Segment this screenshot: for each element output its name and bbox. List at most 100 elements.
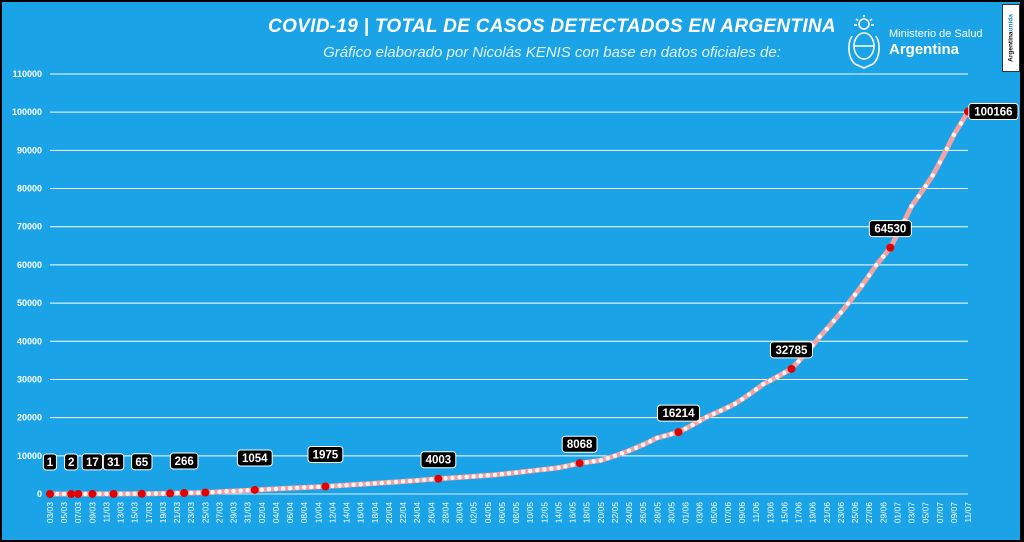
series-point — [598, 458, 603, 463]
data-marker — [46, 489, 54, 498]
series-point — [217, 489, 222, 495]
series-point — [619, 451, 625, 456]
argentina-unida-badge: Argentinaunida — [1002, 4, 1020, 72]
data-label: 1054 — [242, 453, 268, 465]
series-point — [584, 460, 589, 465]
series-point — [782, 370, 787, 376]
x-tick-label: 27/03 — [214, 502, 224, 524]
x-tick-label: 30/05 — [666, 502, 676, 524]
data-label: 2 — [68, 457, 74, 469]
x-tick-label: 10/05 — [525, 502, 535, 524]
series-point — [393, 479, 399, 485]
series-point — [146, 491, 152, 496]
series-point — [499, 471, 505, 477]
chart-subtitle: Gráfico elaborado por Nicolás KENIS con … — [323, 44, 781, 61]
series-point — [54, 491, 60, 497]
series-point — [669, 431, 674, 437]
data-label-box — [236, 449, 273, 467]
series-point — [83, 491, 88, 497]
data-label-box — [968, 103, 1019, 121]
y-tick-label: 40000 — [17, 336, 42, 346]
series-point — [845, 301, 851, 306]
x-tick-label: 12/05 — [539, 502, 549, 524]
x-tick-label: 18/05 — [582, 502, 592, 524]
series-point — [280, 486, 286, 491]
data-label-box — [42, 453, 58, 471]
data-label-box — [307, 445, 344, 463]
x-tick-label: 16/05 — [568, 502, 578, 524]
data-label: 100166 — [974, 107, 1012, 119]
series-point — [859, 283, 865, 288]
x-tick-label: 25/03 — [200, 502, 210, 524]
x-tick-label: 04/04 — [271, 502, 281, 524]
x-tick-label: 02/04 — [257, 502, 267, 524]
x-tick-label: 20/05 — [596, 502, 606, 524]
series-point — [372, 481, 378, 486]
series-point — [330, 483, 335, 489]
ministry-name: Ministerio de Salud — [889, 28, 983, 40]
data-label-box — [561, 435, 598, 453]
series-point — [711, 411, 716, 417]
y-tick-label: 10000 — [17, 451, 42, 461]
x-tick-label: 16/04 — [356, 502, 366, 524]
data-label: 16214 — [662, 408, 695, 420]
x-tick-label: 29/06 — [878, 502, 888, 524]
series-point — [365, 481, 370, 487]
x-tick-label: 22/04 — [398, 502, 408, 524]
series-point — [506, 471, 512, 476]
x-tick-label: 14/04 — [342, 502, 352, 524]
x-tick-label: 03/06 — [695, 502, 705, 524]
data-label-box — [169, 452, 199, 470]
x-tick-label: 01/06 — [681, 502, 691, 524]
y-tick-label: 70000 — [17, 222, 42, 232]
series-point — [492, 472, 498, 478]
x-tick-label: 12/04 — [327, 502, 337, 524]
series-point — [690, 422, 695, 428]
series-point — [118, 491, 123, 497]
series-point — [563, 464, 568, 469]
series-point — [916, 194, 921, 199]
series-point — [874, 262, 879, 268]
x-tick-label: 11/03 — [101, 502, 111, 523]
x-tick-label: 09/07 — [949, 502, 959, 524]
y-tick-label: 80000 — [17, 184, 42, 194]
x-tick-label: 06/04 — [285, 502, 295, 524]
series-point — [556, 465, 561, 470]
series-point — [796, 359, 801, 364]
data-marker — [67, 489, 76, 498]
series-point — [358, 482, 363, 487]
chart-title: COVID-19 | TOTAL DE CASOS DETECTADOS EN … — [268, 16, 836, 37]
data-label-box — [64, 453, 79, 471]
data-label: 65 — [135, 457, 148, 469]
series-point — [739, 397, 745, 402]
series-point — [930, 173, 935, 178]
series-point — [457, 475, 462, 480]
series-point — [294, 485, 300, 491]
series-point — [662, 433, 667, 439]
x-tick-label: 09/06 — [737, 502, 747, 524]
x-tick-label: 14/05 — [553, 502, 563, 524]
series-point — [817, 334, 822, 339]
series-point — [718, 408, 724, 413]
series-point — [640, 442, 646, 447]
series-point — [174, 491, 180, 496]
data-marker — [88, 489, 97, 498]
series-point — [831, 318, 837, 324]
x-tick-label: 08/05 — [511, 502, 521, 524]
series-point — [337, 483, 342, 488]
series-point — [259, 487, 265, 492]
data-marker — [180, 488, 189, 497]
data-label: 8068 — [567, 439, 593, 451]
ministry-logo: Ministerio de Salud Argentina — [845, 14, 995, 70]
y-tick-label: 60000 — [17, 260, 42, 270]
series-point — [302, 485, 307, 490]
y-tick-label: 0 — [37, 489, 42, 499]
series-point — [838, 310, 844, 315]
y-tick-label: 110000 — [12, 69, 42, 79]
series-point — [238, 488, 243, 493]
data-label: 64530 — [874, 224, 906, 236]
series-point — [344, 482, 349, 488]
series-point — [422, 477, 427, 483]
data-label: 31 — [107, 457, 120, 469]
